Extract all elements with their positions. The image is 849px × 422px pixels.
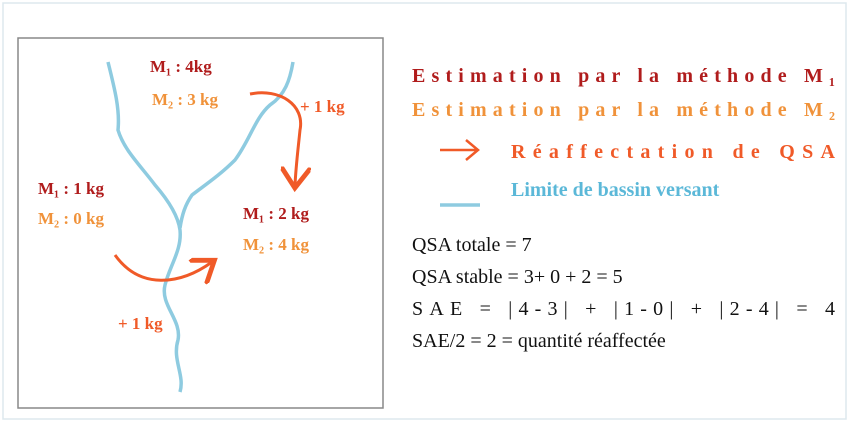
- transfer-label: + 1 kg: [118, 314, 163, 333]
- legend-basin: Limite de bassin versant: [511, 179, 720, 201]
- node-m1: M₁ : 1 kg: [38, 179, 105, 198]
- equation: SAE = |4-3| + |1-0| + |2-4| = 4: [412, 298, 835, 320]
- transfer-arrow: [249, 91, 301, 185]
- node-m1: M₁ : 4kg: [150, 57, 212, 76]
- transfer-label: + 1 kg: [300, 97, 345, 116]
- transfer-arrow: [113, 254, 212, 280]
- node-m2: M₂ : 4 kg: [243, 235, 310, 254]
- node-m2: M₂ : 3 kg: [152, 90, 219, 109]
- equation: SAE/2 = 2 = quantité réaffectée: [412, 330, 666, 352]
- node-m2: M₂ : 0 kg: [38, 209, 105, 228]
- river-main: [106, 61, 183, 393]
- legend-arrow-icon: [440, 139, 480, 161]
- equation: QSA stable = 3+ 0 + 2 = 5: [412, 266, 623, 288]
- node-m1: M₁ : 2 kg: [243, 204, 310, 223]
- map-box: [17, 37, 384, 409]
- equation: QSA totale = 7: [412, 234, 532, 256]
